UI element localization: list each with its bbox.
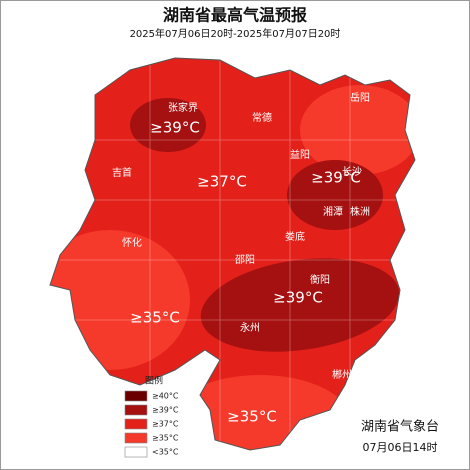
legend-label: ≥35°C <box>152 434 179 443</box>
legend-swatch <box>124 404 148 416</box>
county-borders <box>60 60 410 450</box>
legend-label: ≥39°C <box>152 406 179 415</box>
legend-swatch <box>124 446 148 458</box>
legend-label: ≥37°C <box>152 420 179 429</box>
legend-swatch <box>124 418 148 430</box>
zone-39 <box>200 258 400 352</box>
zone-label: ≥35°C <box>227 408 277 426</box>
city-label: 邵阳 <box>235 254 255 266</box>
city-label: 衡阳 <box>310 274 330 286</box>
city-label: 长沙 <box>342 166 362 178</box>
legend: 图例 ≥40°C ≥39°C ≥37°C ≥35°C <35°C <box>124 375 179 458</box>
subtitle: 2025年07月06日20时-2025年07月07日20时 <box>130 27 341 40</box>
city-label: 湘潭 <box>323 205 343 218</box>
city-label: 益阳 <box>290 148 310 161</box>
zone-label: ≥39°C <box>311 169 361 187</box>
zone-35 <box>300 85 415 175</box>
city-label: 岳阳 <box>350 92 370 104</box>
zone-39 <box>287 160 383 230</box>
city-label: 娄底 <box>285 230 305 243</box>
city-label: 株洲 <box>350 205 370 218</box>
legend-label: <35°C <box>152 448 179 457</box>
zone-label: ≥39°C <box>273 289 323 307</box>
agency: 湖南省气象台 <box>361 419 439 435</box>
city-label: 张家界 <box>168 101 198 114</box>
city-label: 永州 <box>240 321 260 334</box>
city-label: 怀化 <box>122 236 142 249</box>
title: 湖南省最高气温预报 <box>163 6 307 25</box>
legend-swatch <box>124 432 148 444</box>
city-label: 郴州 <box>332 368 352 381</box>
legend-swatch <box>124 390 148 402</box>
zone-label: ≥37°C <box>197 173 247 191</box>
city-label: 常德 <box>252 111 272 124</box>
province-border <box>49 57 416 451</box>
legend-items: ≥40°C ≥39°C ≥37°C ≥35°C <35°C <box>124 390 179 458</box>
zone-label: ≥39°C <box>150 119 200 137</box>
legend-label: ≥40°C <box>152 392 179 401</box>
city-label: 吉首 <box>112 166 132 179</box>
zone-label: ≥35°C <box>130 309 180 327</box>
zone-39 <box>130 98 206 152</box>
legend-title: 图例 <box>145 375 163 387</box>
issued-time: 07月06日14时 <box>363 441 438 454</box>
